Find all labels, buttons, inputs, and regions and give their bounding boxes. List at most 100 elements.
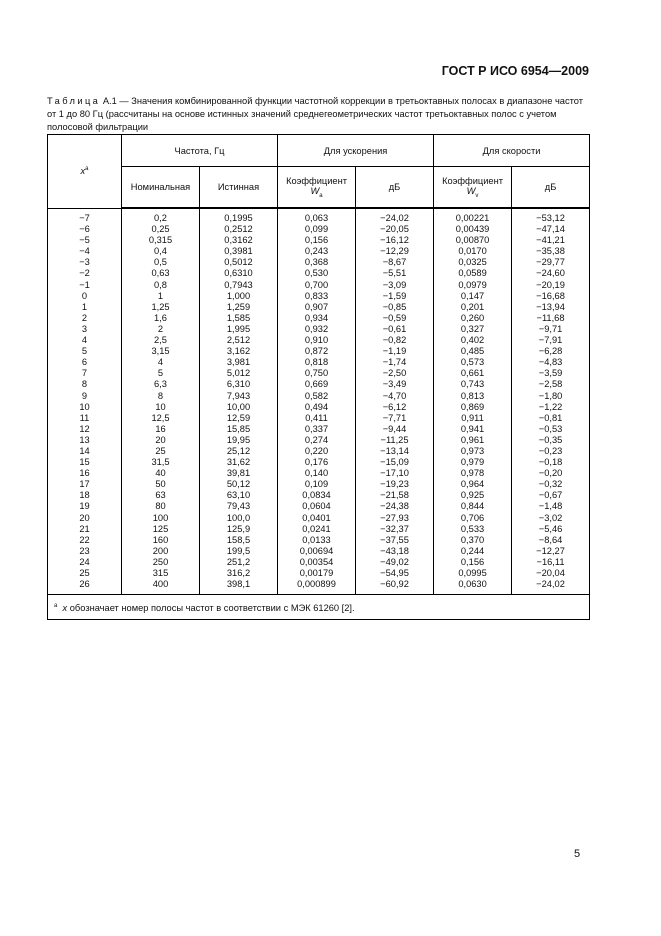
- table-cell: −16,68: [511, 290, 591, 302]
- table-cell: 10: [47, 401, 122, 413]
- table-cell: 2: [47, 312, 122, 324]
- header-frequency: Частота, Гц: [120, 134, 279, 167]
- table-cell: 80: [121, 501, 200, 513]
- table-cell: 1: [121, 290, 200, 302]
- table-cell: 0,00221: [433, 208, 513, 225]
- table-cell: 4: [47, 335, 122, 347]
- table-cell: 10: [121, 401, 200, 413]
- header-nominal: Номинальная: [121, 166, 200, 209]
- table-cell: 0,411: [277, 412, 357, 424]
- table-cell: 2: [121, 323, 200, 336]
- table-cell: 17: [47, 479, 122, 491]
- table-cell: 0,973: [433, 445, 513, 458]
- table-cell: −19,23: [355, 479, 435, 491]
- table-cell: −0,32: [511, 479, 591, 491]
- table-cell: −8,64: [511, 534, 591, 546]
- table-cell: −24,02: [355, 208, 435, 225]
- table-cell: 63,10: [198, 490, 279, 502]
- header-coef-a: Коэффициент Wa: [277, 166, 357, 209]
- table-cell: 0,872: [277, 346, 357, 358]
- table-cell: 0,0630: [433, 579, 513, 595]
- table-cell: −0,53: [511, 423, 591, 435]
- table-cell: 0,706: [433, 512, 513, 524]
- table-cell: 13: [47, 434, 122, 446]
- table-cell: −11,25: [355, 434, 435, 446]
- table-cell: 26: [47, 579, 122, 595]
- table-cell: −4,70: [355, 390, 435, 402]
- table-cell: 0,0241: [277, 523, 357, 535]
- table-row: 21 125 125,9 0,0241 −32,37 0,533 −5,46: [47, 523, 591, 535]
- table-cell: −24,60: [511, 268, 591, 280]
- table-cell: 16: [121, 423, 200, 435]
- table-cell: 6: [47, 357, 122, 369]
- table-cell: 1,25: [121, 301, 200, 313]
- table-cell: 0,669: [277, 379, 357, 391]
- table-cell: −5,46: [511, 523, 591, 535]
- table-cell: 0,063: [277, 208, 357, 225]
- table-cell: −54,95: [355, 568, 435, 580]
- table-cell: −8,67: [355, 257, 435, 269]
- table-cell: 0,00870: [433, 235, 513, 247]
- table-cell: 0,156: [277, 235, 357, 247]
- table-cell: 0,964: [433, 479, 513, 491]
- table-cell: 125: [121, 523, 200, 535]
- table-cell: 0,833: [277, 290, 357, 302]
- table-cell: −0,35: [511, 434, 591, 446]
- table-cell: 0,961: [433, 434, 513, 446]
- table-cell: 6,310: [198, 379, 279, 391]
- table-cell: −27,93: [355, 512, 435, 524]
- table-cell: 14: [47, 445, 122, 458]
- table-cell: −37,55: [355, 534, 435, 546]
- table-cell: 10,00: [198, 401, 279, 413]
- page-number: 5: [574, 848, 581, 860]
- table-cell: 12: [47, 423, 122, 435]
- table-cell: 50: [121, 479, 200, 491]
- table-cell: 12,59: [198, 412, 279, 424]
- table-row: 25 315 316,2 0,00179 −54,95 0,0995 −20,04: [47, 568, 591, 580]
- table-footnote: a x обозначает номер полосы частот в соо…: [46, 594, 591, 621]
- table-cell: −24,38: [355, 501, 435, 513]
- table-cell: −0,59: [355, 312, 435, 324]
- table-cell: 0,315: [121, 235, 200, 247]
- header-db-v: дБ: [511, 166, 591, 209]
- table-cell: 199,5: [198, 545, 279, 557]
- table-row: 15 31,5 31,62 0,176 −15,09 0,979 −0,18: [47, 457, 591, 469]
- table-cell: 24: [47, 556, 122, 568]
- table-cell: −20,19: [511, 279, 591, 291]
- table-cell: 0,337: [277, 423, 357, 435]
- table-cell: 0,750: [277, 368, 357, 380]
- table-cell: 0,140: [277, 468, 357, 480]
- table-cell: 0,0133: [277, 534, 357, 546]
- table-row: 5 3,15 3,162 0,872 −1,19 0,485 −6,28: [47, 346, 591, 358]
- table-cell: 7,943: [198, 390, 279, 402]
- table-cell: 12,5: [121, 412, 200, 424]
- table-cell: −9,44: [355, 423, 435, 435]
- table-cell: 5: [121, 368, 200, 380]
- table-cell: −2,50: [355, 368, 435, 380]
- table-cell: 5: [47, 346, 122, 358]
- table-cell: −2,58: [511, 379, 591, 391]
- table-cell: 0,4: [121, 246, 200, 258]
- table-cell: 0,2: [121, 208, 200, 225]
- header-velocity: Для скорости: [433, 134, 591, 167]
- table-row: 4 2,5 2,512 0,910 −0,82 0,402 −7,91: [47, 335, 591, 347]
- table-cell: 160: [121, 534, 200, 546]
- table-cell: 23: [47, 545, 122, 557]
- table-cell: 63: [121, 490, 200, 502]
- caption-text: А.1 — Значения комбинированной функции ч…: [47, 96, 583, 132]
- table-cell: −0,82: [355, 335, 435, 347]
- table-cell: 3,162: [198, 346, 279, 358]
- table-cell: 19,95: [198, 434, 279, 446]
- table-row: −4 0,4 0,3981 0,243 −12,29 0,0170 −35,38: [47, 246, 591, 258]
- table-cell: −0,85: [355, 301, 435, 313]
- table-cell: −20,04: [511, 568, 591, 580]
- table-cell: 250: [121, 556, 200, 568]
- table-cell: −2: [47, 268, 122, 280]
- table-cell: 0,5: [121, 257, 200, 269]
- table-cell: 0,156: [433, 556, 513, 568]
- table-cell: 0,2512: [198, 224, 279, 236]
- table-cell: −0,67: [511, 490, 591, 502]
- table-cell: −3,02: [511, 512, 591, 524]
- table-cell: 2,512: [198, 335, 279, 347]
- table-cell: −17,10: [355, 468, 435, 480]
